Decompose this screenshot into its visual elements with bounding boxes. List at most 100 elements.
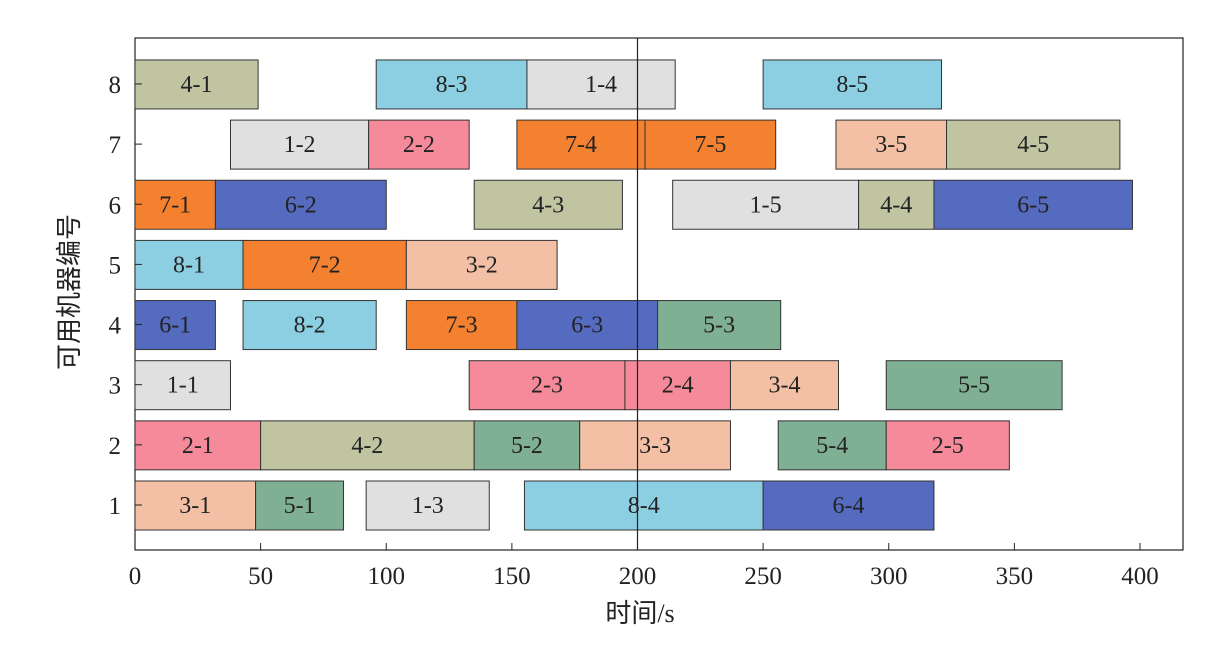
x-tick-label: 200 — [619, 563, 657, 590]
task-bars: 4-1 8-3 1-4 8-5 1-2 2-2 7-4 7-5 3-5 4-5 7-1 6-2 4-3 1… — [134, 59, 1133, 531]
task-label: 6-2 — [285, 192, 317, 218]
task-6-2: 6-2 — [214, 179, 387, 230]
task-5-1: 5-1 — [255, 480, 345, 531]
task-label: 4-2 — [351, 433, 383, 459]
x-tick-label: 150 — [493, 563, 531, 590]
task-4-4: 4-4 — [858, 179, 935, 230]
task-3-1: 3-1 — [134, 480, 257, 531]
task-bar — [242, 300, 377, 351]
task-label: 1-1 — [167, 373, 199, 399]
task-label: 8-1 — [173, 252, 205, 278]
task-2-4: 2-4 — [624, 360, 731, 411]
task-7-2: 7-2 — [242, 239, 407, 290]
task-5-5: 5-5 — [885, 360, 1063, 411]
y-tick-label: 5 — [109, 252, 122, 279]
task-label: 4-4 — [880, 192, 912, 218]
task-label: 2-1 — [182, 433, 214, 459]
y-tick-label: 4 — [109, 313, 122, 340]
y-tick-label: 7 — [109, 132, 122, 159]
task-5-3: 5-3 — [657, 300, 782, 351]
task-8-5: 8-5 — [762, 59, 943, 110]
x-tick-label: 300 — [870, 563, 908, 590]
x-tick-label: 50 — [248, 563, 273, 590]
task-bar — [946, 119, 1121, 170]
task-bar — [255, 480, 345, 531]
task-label: 5-3 — [703, 313, 735, 339]
task-5-2: 5-2 — [473, 420, 581, 471]
task-label: 3-1 — [179, 493, 211, 519]
task-bar — [885, 420, 1010, 471]
task-3-4: 3-4 — [729, 360, 840, 411]
task-label: 7-3 — [446, 313, 478, 339]
task-bar — [885, 360, 1063, 411]
task-label: 6-5 — [1017, 192, 1049, 218]
task-bar — [375, 59, 528, 110]
task-label: 6-4 — [833, 493, 865, 519]
task-bar — [523, 480, 764, 531]
task-bar — [368, 119, 470, 170]
task-1-2: 1-2 — [229, 119, 370, 170]
x-axis-ticks: 0 50 100 150 200 250 300 350 400 — [129, 543, 1159, 590]
task-label: 1-5 — [750, 192, 782, 218]
task-label: 5-4 — [816, 433, 848, 459]
task-label: 5-5 — [958, 373, 990, 399]
task-4-1: 4-1 — [134, 59, 259, 110]
task-label: 1-3 — [412, 493, 444, 519]
task-bar — [762, 480, 935, 531]
task-label: 5-2 — [511, 433, 543, 459]
task-7-4: 7-4 — [516, 119, 646, 170]
task-bar — [729, 360, 840, 411]
task-label: 1-4 — [585, 72, 617, 98]
y-axis-ticks: 1 2 3 4 5 6 7 8 — [109, 72, 142, 520]
y-tick-label: 6 — [109, 192, 122, 219]
task-label: 4-5 — [1017, 132, 1049, 158]
task-bar — [260, 420, 475, 471]
task-bar — [242, 239, 407, 290]
x-tick-label: 350 — [996, 563, 1034, 590]
task-label: 8-5 — [836, 72, 868, 98]
task-2-1: 2-1 — [134, 420, 262, 471]
y-tick-label: 1 — [109, 493, 122, 520]
task-8-4: 8-4 — [523, 480, 764, 531]
task-bar — [365, 480, 490, 531]
plot-frame — [134, 37, 1184, 551]
task-6-4: 6-4 — [762, 480, 935, 531]
task-bar — [134, 360, 231, 411]
task-1-1: 1-1 — [134, 360, 231, 411]
task-bar — [526, 59, 676, 110]
task-4-3: 4-3 — [473, 179, 623, 230]
task-label: 7-4 — [565, 132, 597, 158]
task-bar — [657, 300, 782, 351]
task-bar — [672, 179, 860, 230]
y-tick-label: 2 — [109, 433, 122, 460]
task-8-2: 8-2 — [242, 300, 377, 351]
task-2-2: 2-2 — [368, 119, 470, 170]
task-label: 2-5 — [932, 433, 964, 459]
task-bar — [835, 119, 948, 170]
task-1-5: 1-5 — [672, 179, 860, 230]
task-3-3: 3-3 — [579, 420, 731, 471]
task-bar — [405, 300, 518, 351]
task-label: 7-1 — [159, 192, 191, 218]
task-bar — [777, 420, 887, 471]
task-label: 8-3 — [436, 72, 468, 98]
task-label: 4-1 — [181, 72, 213, 98]
y-tick-label: 8 — [109, 72, 122, 99]
task-bar — [579, 420, 731, 471]
task-6-1: 6-1 — [134, 300, 216, 351]
x-tick-label: 100 — [368, 563, 406, 590]
task-1-3: 1-3 — [365, 480, 490, 531]
x-tick-label: 0 — [129, 563, 142, 590]
task-7-1: 7-1 — [134, 179, 216, 230]
task-label: 3-4 — [768, 373, 800, 399]
task-3-2: 3-2 — [405, 239, 558, 290]
y-axis-label: 可用机器编号 — [55, 214, 84, 370]
task-1-4: 1-4 — [526, 59, 676, 110]
x-tick-label: 250 — [744, 563, 782, 590]
task-bar — [134, 300, 216, 351]
task-label: 2-3 — [531, 373, 563, 399]
task-label: 1-2 — [284, 132, 316, 158]
task-bar — [624, 360, 731, 411]
task-bar — [516, 300, 659, 351]
